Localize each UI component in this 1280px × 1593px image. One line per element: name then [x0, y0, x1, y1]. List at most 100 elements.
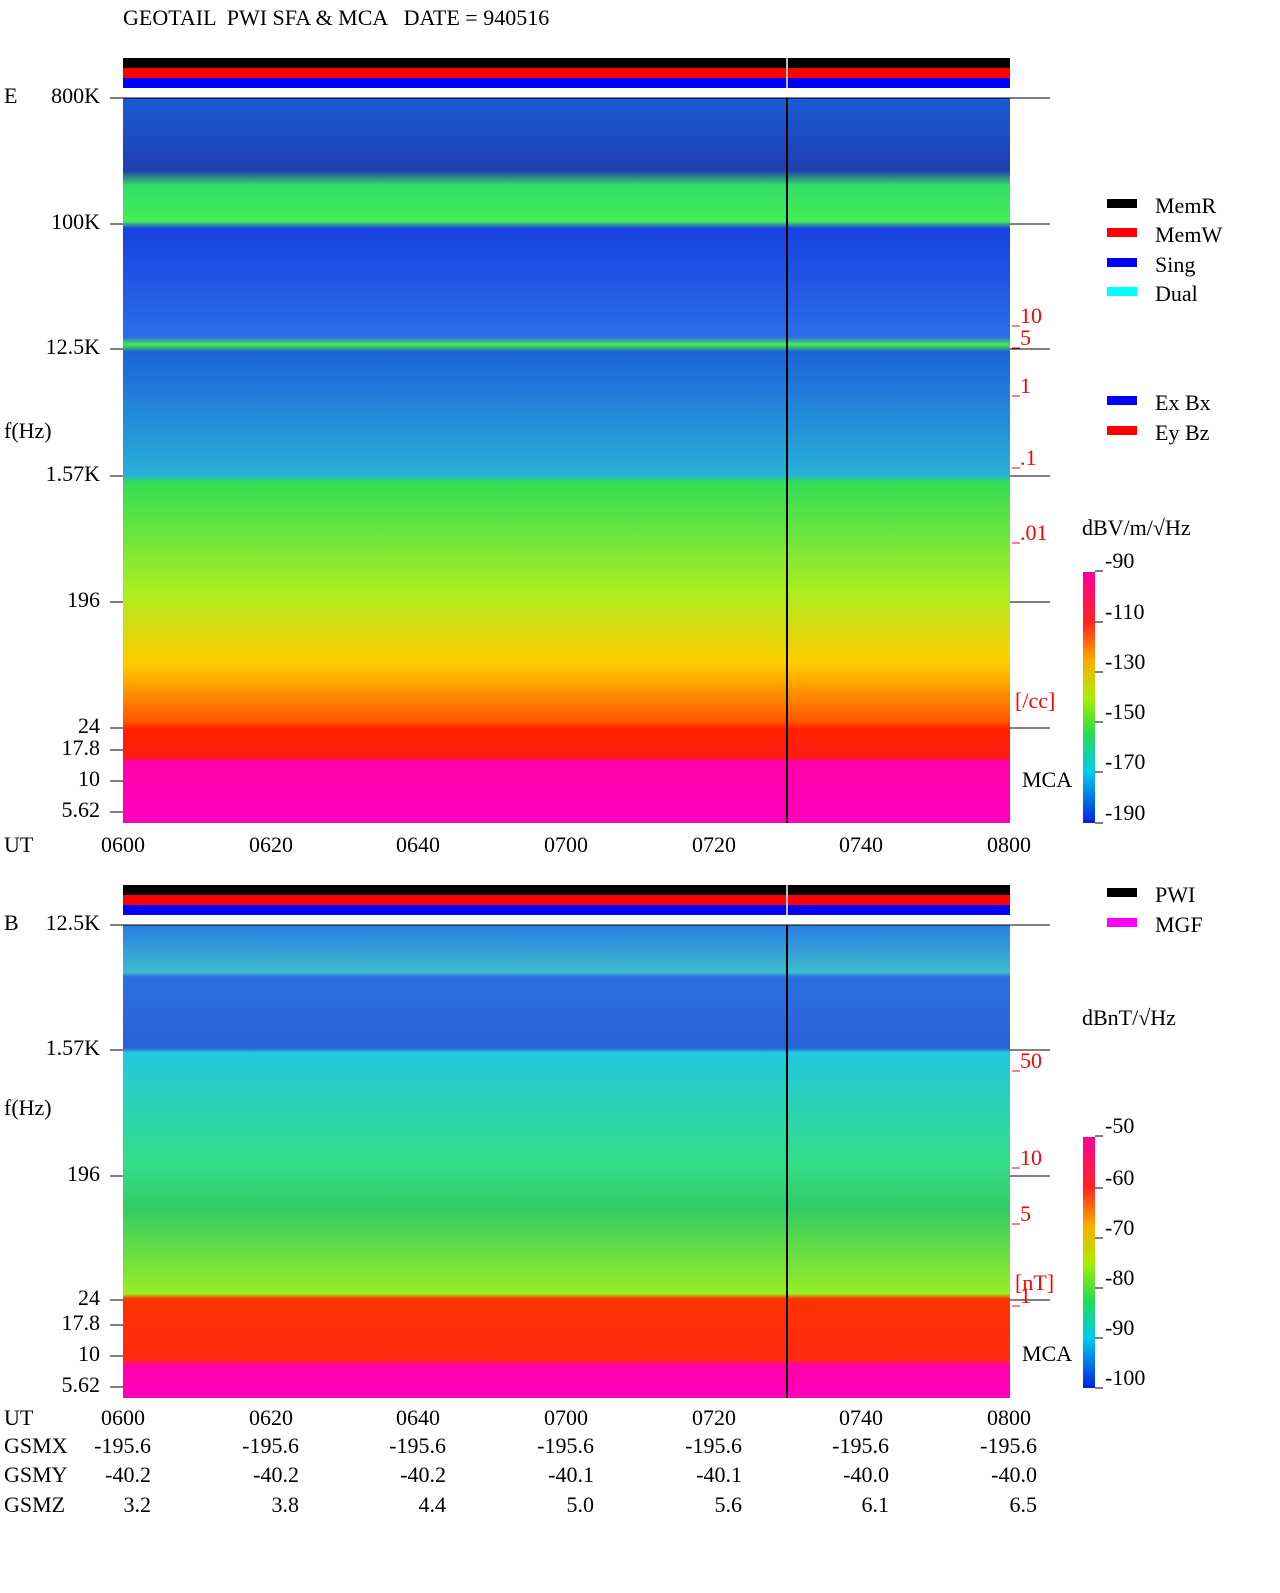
scale-tick-label: .01	[1020, 520, 1048, 545]
status-bar	[123, 58, 1010, 68]
scale-unit: [/cc]	[1015, 688, 1055, 713]
orbit-value: 5.0	[567, 1492, 595, 1517]
legend-swatch	[1107, 396, 1137, 405]
x-tick-label: 0740	[839, 1405, 883, 1430]
y-tick-label: 100K	[51, 209, 100, 234]
orbit-value: -40.2	[400, 1462, 446, 1487]
x-tick-label: 0620	[249, 832, 293, 857]
orbit-value: -40.2	[105, 1462, 151, 1487]
legend-label: Ex Bx	[1155, 390, 1211, 415]
legend-label: Dual	[1155, 281, 1198, 306]
spectrogram	[123, 925, 1010, 1398]
status-bar	[123, 895, 1010, 905]
colorbar-tick-label: -100	[1105, 1365, 1145, 1390]
y-tick-label: 196	[67, 587, 100, 612]
legend-swatch	[1107, 199, 1137, 208]
orbit-value: 3.8	[272, 1492, 300, 1517]
orbit-value: -40.0	[991, 1462, 1037, 1487]
legend-label: MGF	[1155, 912, 1203, 937]
x-tick-label: 0600	[101, 832, 145, 857]
y-tick-label: 1.57K	[46, 1035, 101, 1060]
scale-tick-label: 10	[1020, 303, 1042, 328]
x-tick-label: 0700	[544, 832, 588, 857]
x-tick-label: 0640	[396, 1405, 440, 1430]
orbit-value: -195.6	[980, 1433, 1037, 1458]
legend-swatch	[1107, 888, 1137, 897]
orbit-value: -195.6	[832, 1433, 889, 1458]
legend-swatch	[1107, 228, 1137, 237]
orbit-label: GSMX	[4, 1433, 68, 1458]
orbit-value: 6.5	[1010, 1492, 1038, 1517]
orbit-value: -195.6	[537, 1433, 594, 1458]
y-tick-label: 800K	[51, 83, 100, 108]
orbit-value: 6.1	[862, 1492, 890, 1517]
x-tick-label: 0800	[987, 832, 1031, 857]
x-tick-label: 0700	[544, 1405, 588, 1430]
y-tick-label: 5.62	[62, 1372, 101, 1397]
status-bar	[123, 78, 1010, 88]
orbit-value: 5.6	[715, 1492, 743, 1517]
orbit-label: GSMZ	[4, 1492, 65, 1517]
colorbar-tick-label: -130	[1105, 649, 1145, 674]
spectrogram	[123, 98, 1010, 823]
scale-tick-label: 5	[1020, 325, 1031, 350]
x-tick-label: 0800	[987, 1405, 1031, 1430]
panel-label: E	[4, 83, 17, 108]
scale-tick-label: .1	[1020, 445, 1037, 470]
status-bar	[123, 905, 1010, 915]
x-tick-label: 0600	[101, 1405, 145, 1430]
scale-tick-label: 50	[1020, 1048, 1042, 1073]
colorbar-tick-label: -50	[1105, 1113, 1134, 1138]
orbit-value: -40.1	[548, 1462, 594, 1487]
y-tick-label: 24	[78, 713, 100, 738]
mca-label: MCA	[1022, 1341, 1072, 1366]
y-axis-label: f(Hz)	[4, 418, 52, 443]
legend-swatch	[1107, 287, 1137, 296]
scale-tick-label: 10	[1020, 1145, 1042, 1170]
orbit-value: 4.4	[419, 1492, 447, 1517]
legend-swatch	[1107, 426, 1137, 435]
colorbar-units: dBV/m/√Hz	[1082, 515, 1191, 540]
colorbar-tick-label: -190	[1105, 800, 1145, 825]
colorbar-tick-label: -60	[1105, 1165, 1134, 1190]
scale-tick-label: 1	[1020, 373, 1031, 398]
colorbar-tick-label: -90	[1105, 548, 1134, 573]
y-tick-label: 24	[78, 1285, 100, 1310]
colorbar-tick-label: -90	[1105, 1315, 1134, 1340]
status-bar	[123, 885, 1010, 895]
orbit-value: 3.2	[124, 1492, 152, 1517]
legend-label: PWI	[1155, 882, 1195, 907]
y-axis-label: f(Hz)	[4, 1095, 52, 1120]
colorbar-tick-label: -70	[1105, 1215, 1134, 1240]
y-tick-label: 12.5K	[46, 910, 101, 935]
panel-label: B	[4, 910, 19, 935]
orbit-label: GSMY	[4, 1462, 68, 1487]
legend-swatch	[1107, 258, 1137, 267]
legend-swatch	[1107, 918, 1137, 927]
y-tick-label: 17.8	[62, 1310, 101, 1335]
scale-tick-label: 1	[1020, 1283, 1031, 1308]
colorbar	[1083, 572, 1095, 823]
orbit-value: -40.0	[843, 1462, 889, 1487]
y-tick-label: 1.57K	[46, 461, 101, 486]
y-tick-label: 10	[78, 1341, 100, 1366]
colorbar-units: dBnT/√Hz	[1082, 1005, 1176, 1030]
scale-unit: [nT]	[1015, 1270, 1054, 1295]
x-tick-label: 0620	[249, 1405, 293, 1430]
orbit-value: -195.6	[685, 1433, 742, 1458]
y-tick-label: 5.62	[62, 797, 101, 822]
orbit-value: -40.2	[253, 1462, 299, 1487]
y-tick-label: 196	[67, 1161, 100, 1186]
y-tick-label: 10	[78, 766, 100, 791]
legend-label: Sing	[1155, 252, 1195, 277]
y-tick-label: 17.8	[62, 735, 101, 760]
x-axis-label: UT	[4, 832, 34, 857]
scale-tick-label: 5	[1020, 1201, 1031, 1226]
legend-label: Ey Bz	[1155, 420, 1210, 445]
y-tick-label: 12.5K	[46, 334, 101, 359]
orbit-value: -195.6	[94, 1433, 151, 1458]
colorbar	[1083, 1137, 1095, 1388]
orbit-value: -195.6	[242, 1433, 299, 1458]
orbit-value: -195.6	[389, 1433, 446, 1458]
